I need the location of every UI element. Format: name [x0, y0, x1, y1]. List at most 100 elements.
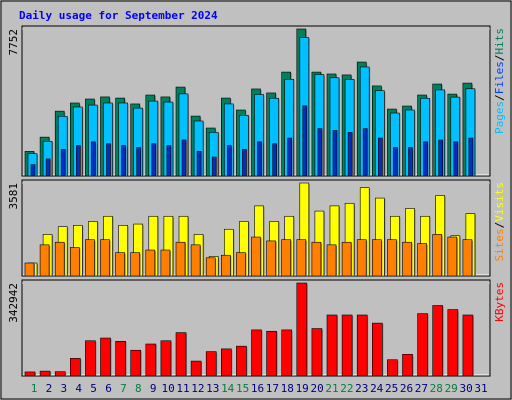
- y-tick-label: 7752: [7, 29, 20, 56]
- bar: [130, 252, 140, 277]
- bar: [196, 151, 202, 177]
- x-tick-label: 23: [355, 382, 368, 395]
- bar: [332, 130, 338, 177]
- x-tick-label: 17: [266, 382, 279, 395]
- bar: [326, 244, 337, 277]
- x-tick-label: 25: [385, 382, 398, 395]
- x-tick-label: 9: [150, 382, 157, 395]
- bar: [115, 252, 125, 277]
- bar: [205, 257, 216, 277]
- bar: [151, 143, 157, 177]
- bar: [417, 313, 428, 377]
- bar: [302, 105, 308, 177]
- x-tick-label: 12: [191, 382, 204, 395]
- x-tick-label: 4: [75, 382, 82, 395]
- bar: [60, 149, 66, 177]
- bar: [242, 149, 247, 177]
- legend-entry: KBytes: [493, 282, 506, 322]
- x-tick-label: 6: [105, 382, 112, 395]
- bar: [326, 314, 338, 377]
- bar: [377, 137, 383, 177]
- x-tick-label: 8: [135, 382, 142, 395]
- bar: [356, 314, 368, 377]
- bar: [272, 143, 277, 177]
- x-tick-label: 19: [296, 382, 309, 395]
- x-tick-label: 1: [31, 382, 38, 395]
- bar: [432, 305, 444, 377]
- bar: [166, 145, 172, 177]
- bar: [311, 328, 323, 377]
- bar: [447, 309, 459, 377]
- x-tick-label: 28: [430, 382, 443, 395]
- bar: [462, 239, 473, 277]
- bar: [236, 345, 247, 377]
- bar: [70, 247, 80, 277]
- bar: [100, 337, 111, 377]
- bar: [145, 249, 156, 277]
- bar: [54, 241, 65, 277]
- x-tick-label: 5: [90, 382, 97, 395]
- legend: Pages/Files/Hits: [493, 28, 506, 134]
- bar: [371, 239, 382, 277]
- bar: [251, 236, 261, 277]
- bar: [393, 147, 398, 177]
- x-tick-label: 14: [221, 382, 235, 395]
- bar: [371, 322, 383, 377]
- legend-entry: Files: [493, 61, 506, 94]
- bar: [453, 141, 459, 177]
- bar: [39, 370, 51, 377]
- bar: [70, 358, 81, 377]
- bar: [190, 244, 201, 277]
- x-tick-label: 26: [400, 382, 413, 395]
- bar: [211, 156, 217, 177]
- bar: [24, 262, 35, 277]
- x-tick-label: 21: [325, 382, 338, 395]
- legend-entry: Pages: [493, 101, 506, 134]
- x-tick-label: 2: [46, 382, 53, 395]
- x-tick-label: 18: [281, 382, 294, 395]
- bar: [287, 137, 293, 177]
- y-tick-label: 3581: [7, 183, 20, 210]
- x-tick-label: 15: [236, 382, 249, 395]
- bar: [462, 314, 474, 377]
- bar: [266, 240, 276, 277]
- bar: [45, 158, 51, 177]
- bar: [362, 128, 368, 177]
- bar: [205, 351, 217, 377]
- bar: [402, 241, 412, 277]
- bar: [145, 343, 157, 377]
- bar: [296, 239, 307, 277]
- bar: [347, 132, 353, 177]
- bar: [115, 340, 126, 377]
- x-tick-label: 16: [251, 382, 264, 395]
- bar: [160, 249, 171, 277]
- bar: [341, 241, 352, 277]
- x-tick-label: 29: [445, 382, 458, 395]
- bar: [227, 145, 232, 177]
- legend-separator: /: [493, 222, 506, 229]
- bar: [175, 332, 187, 377]
- legend-entry: Hits: [493, 28, 506, 55]
- bar: [257, 141, 262, 177]
- bar: [438, 139, 444, 177]
- bar: [54, 371, 66, 377]
- bar: [266, 330, 277, 377]
- x-tick-label: 31: [474, 382, 487, 395]
- bar: [130, 349, 141, 377]
- bar: [408, 147, 413, 177]
- x-tick-label: 13: [206, 382, 219, 395]
- bar: [91, 141, 96, 177]
- bar: [432, 234, 443, 277]
- bar: [402, 354, 413, 377]
- x-tick-label: 22: [340, 382, 353, 395]
- x-tick-label: 3: [60, 382, 67, 395]
- bar: [121, 145, 126, 177]
- bar: [190, 360, 202, 377]
- y-tick-label: 342942: [7, 283, 20, 323]
- bar: [356, 239, 367, 277]
- bar: [85, 239, 95, 277]
- bar: [468, 137, 474, 177]
- x-tick-label: 27: [415, 382, 428, 395]
- x-tick-label: 11: [176, 382, 189, 395]
